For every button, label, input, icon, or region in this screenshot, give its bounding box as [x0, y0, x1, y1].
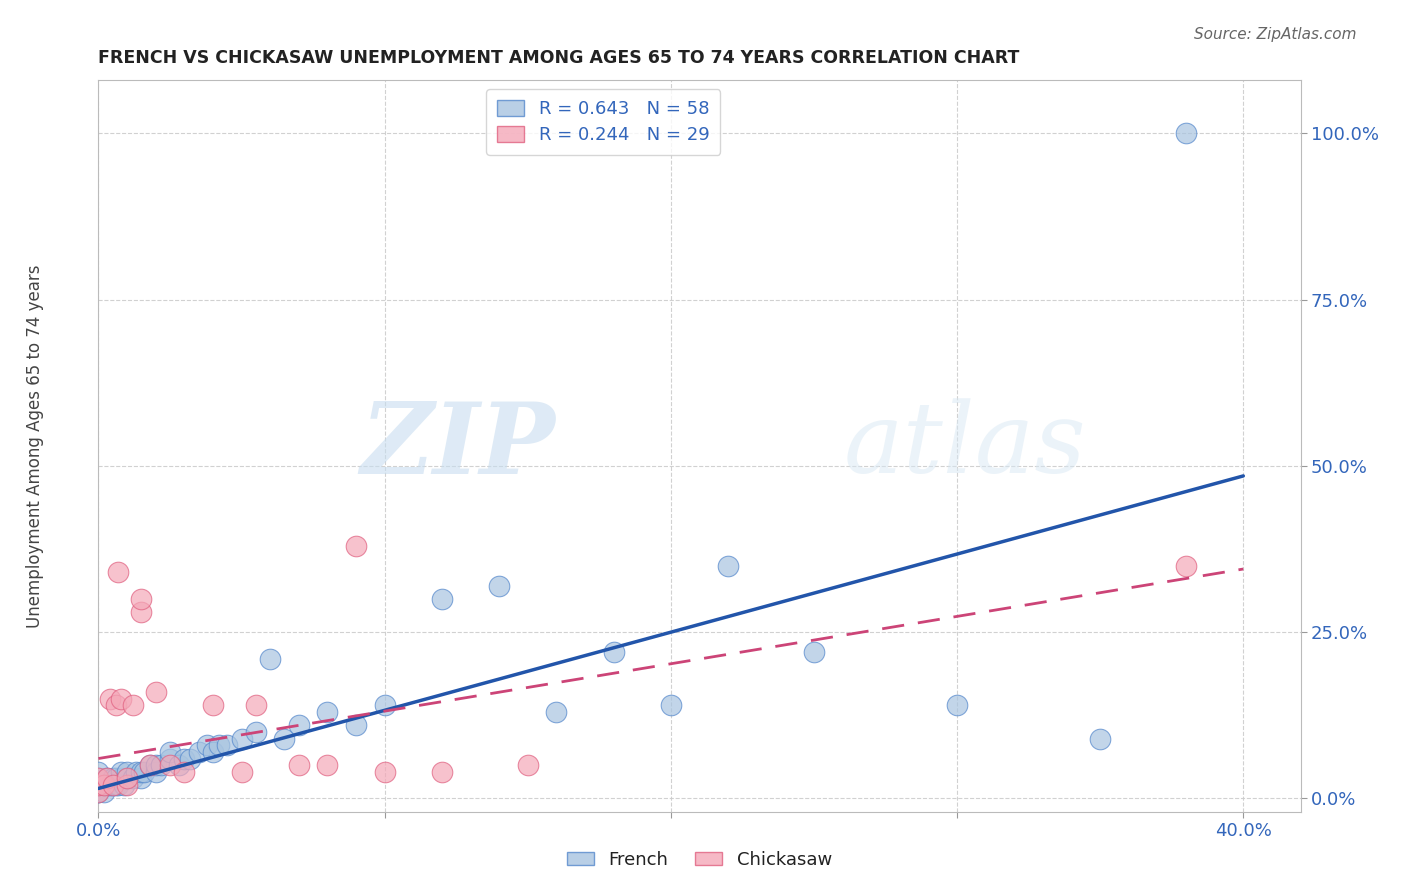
- Point: [430, 764, 453, 779]
- Point: [1175, 127, 1198, 141]
- Text: FRENCH VS CHICKASAW UNEMPLOYMENT AMONG AGES 65 TO 74 YEARS CORRELATION CHART: FRENCH VS CHICKASAW UNEMPLOYMENT AMONG A…: [98, 49, 1019, 67]
- Text: Source: ZipAtlas.com: Source: ZipAtlas.com: [1194, 27, 1357, 42]
- Point: [344, 539, 367, 553]
- Point: [87, 764, 110, 779]
- Point: [187, 745, 209, 759]
- Point: [159, 751, 181, 765]
- Point: [316, 705, 339, 719]
- Point: [287, 718, 309, 732]
- Point: [87, 778, 110, 792]
- Point: [245, 698, 267, 713]
- Point: [159, 745, 181, 759]
- Point: [602, 645, 624, 659]
- Point: [121, 698, 143, 713]
- Point: [110, 772, 132, 786]
- Point: [1175, 558, 1198, 573]
- Point: [93, 778, 115, 792]
- Point: [93, 785, 115, 799]
- Point: [121, 772, 143, 786]
- Point: [101, 772, 124, 786]
- Point: [145, 764, 167, 779]
- Point: [287, 758, 309, 772]
- Point: [195, 738, 218, 752]
- Point: [231, 764, 253, 779]
- Point: [217, 738, 239, 752]
- Point: [124, 764, 146, 779]
- Point: [131, 772, 153, 786]
- Point: [110, 764, 132, 779]
- Point: [87, 772, 110, 786]
- Point: [150, 758, 173, 772]
- Point: [87, 778, 110, 792]
- Point: [101, 778, 124, 792]
- Point: [946, 698, 969, 713]
- Point: [107, 778, 129, 792]
- Point: [546, 705, 568, 719]
- Point: [273, 731, 295, 746]
- Point: [488, 579, 510, 593]
- Point: [659, 698, 682, 713]
- Point: [430, 591, 453, 606]
- Point: [208, 738, 231, 752]
- Point: [134, 764, 156, 779]
- Point: [231, 731, 253, 746]
- Point: [139, 758, 162, 772]
- Point: [145, 758, 167, 772]
- Text: atlas: atlas: [844, 399, 1087, 493]
- Point: [104, 698, 127, 713]
- Point: [131, 764, 153, 779]
- Point: [179, 751, 201, 765]
- Point: [159, 758, 181, 772]
- Point: [96, 778, 118, 792]
- Point: [96, 772, 118, 786]
- Text: ZIP: ZIP: [360, 398, 555, 494]
- Legend: French, Chickasaw: French, Chickasaw: [560, 844, 839, 876]
- Point: [173, 751, 195, 765]
- Point: [115, 772, 138, 786]
- Point: [115, 778, 138, 792]
- Point: [96, 772, 118, 786]
- Point: [98, 691, 121, 706]
- Point: [131, 605, 153, 619]
- Point: [344, 718, 367, 732]
- Point: [717, 558, 740, 573]
- Point: [87, 785, 110, 799]
- Point: [167, 758, 190, 772]
- Point: [104, 772, 127, 786]
- Point: [803, 645, 825, 659]
- Point: [139, 758, 162, 772]
- Point: [245, 725, 267, 739]
- Point: [1088, 731, 1111, 746]
- Point: [107, 566, 129, 580]
- Point: [201, 698, 224, 713]
- Point: [201, 745, 224, 759]
- Point: [516, 758, 538, 772]
- Point: [93, 778, 115, 792]
- Text: Unemployment Among Ages 65 to 74 years: Unemployment Among Ages 65 to 74 years: [27, 264, 44, 628]
- Point: [101, 778, 124, 792]
- Point: [374, 698, 396, 713]
- Point: [374, 764, 396, 779]
- Point: [115, 764, 138, 779]
- Point: [115, 772, 138, 786]
- Point: [316, 758, 339, 772]
- Point: [87, 778, 110, 792]
- Point: [112, 778, 135, 792]
- Point: [259, 652, 281, 666]
- Point: [173, 764, 195, 779]
- Point: [87, 772, 110, 786]
- Point: [110, 691, 132, 706]
- Point: [145, 685, 167, 699]
- Point: [131, 591, 153, 606]
- Point: [87, 785, 110, 799]
- Point: [98, 778, 121, 792]
- Point: [87, 785, 110, 799]
- Point: [104, 778, 127, 792]
